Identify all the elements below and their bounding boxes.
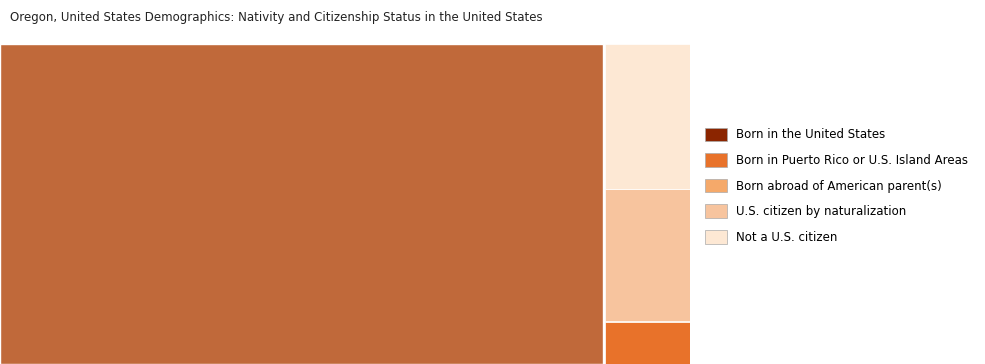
Text: Oregon, United States Demographics: Nativity and Citizenship Status in the Unite: Oregon, United States Demographics: Nati… xyxy=(10,11,543,24)
Bar xyxy=(605,323,689,364)
Bar xyxy=(0,44,603,364)
Bar xyxy=(605,189,689,321)
Legend: Born in the United States, Born in Puerto Rico or U.S. Island Areas, Born abroad: Born in the United States, Born in Puert… xyxy=(705,128,968,244)
Bar xyxy=(605,44,689,189)
Bar xyxy=(605,321,689,323)
